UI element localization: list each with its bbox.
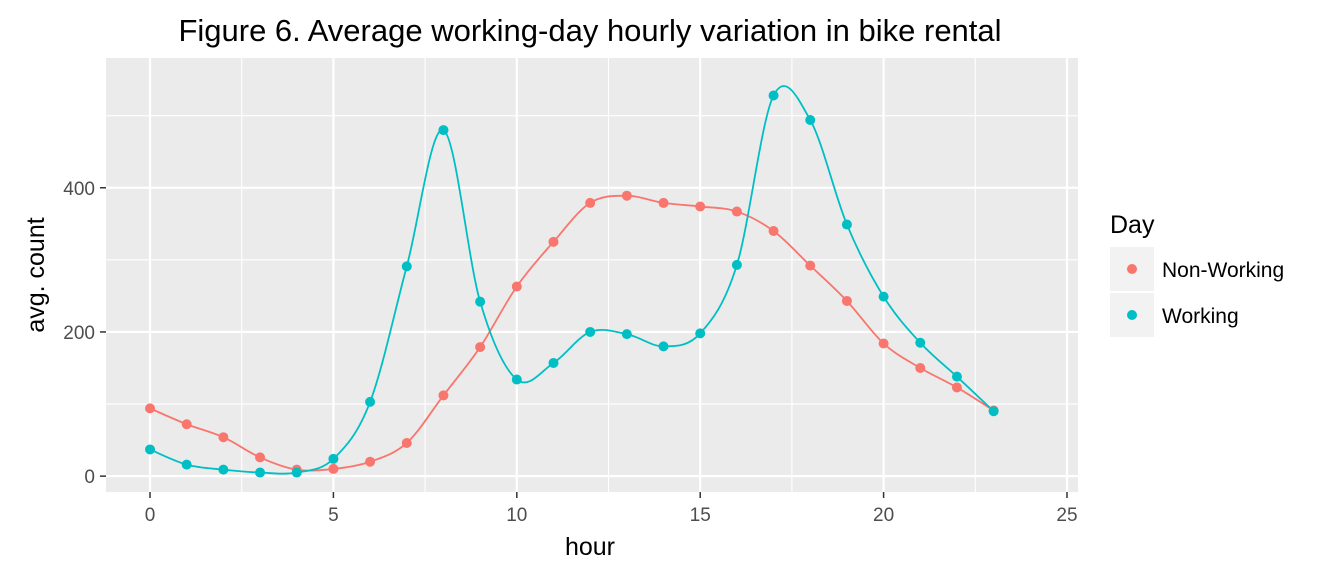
data-point-working — [731, 259, 742, 270]
legend-label-working: Working — [1162, 305, 1239, 328]
data-point-non-working — [621, 190, 632, 201]
data-point-non-working — [365, 456, 376, 467]
data-point-working — [658, 341, 669, 352]
data-point-non-working — [585, 197, 596, 208]
data-point-working — [328, 453, 339, 464]
data-point-working — [585, 326, 596, 337]
data-point-non-working — [768, 226, 779, 237]
x-axis-ticks: 0 5 10 15 20 25 — [145, 492, 1078, 526]
data-point-non-working — [658, 197, 669, 208]
data-point-working — [841, 219, 852, 230]
x-tick-label: 25 — [1056, 505, 1077, 526]
plot-panel — [106, 58, 1078, 492]
data-point-non-working — [695, 201, 706, 212]
data-point-working — [621, 329, 632, 340]
y-tick-label: 0 — [84, 467, 95, 488]
chart-title: Figure 6. Average working-day hourly var… — [178, 13, 1001, 48]
x-tick-label: 20 — [873, 505, 894, 526]
data-point-non-working — [145, 403, 156, 414]
data-point-non-working — [328, 463, 339, 474]
data-point-working — [878, 291, 889, 302]
x-tick-label: 10 — [506, 505, 527, 526]
data-point-non-working — [805, 260, 816, 271]
data-point-working — [401, 261, 412, 272]
data-point-non-working — [878, 338, 889, 349]
data-point-working — [291, 467, 302, 478]
data-point-non-working — [475, 342, 486, 353]
data-point-non-working — [915, 363, 926, 373]
x-tick-label: 0 — [145, 505, 156, 526]
y-tick-label: 200 — [63, 323, 95, 344]
grid-major — [106, 58, 1078, 492]
data-point-non-working — [951, 382, 962, 393]
legend-label-non-working: Non-Working — [1162, 259, 1284, 282]
data-point-working — [218, 464, 229, 475]
data-point-non-working — [255, 452, 266, 463]
x-tick-label: 15 — [690, 505, 711, 526]
data-point-working — [695, 328, 706, 339]
data-point-working — [181, 459, 192, 470]
data-point-non-working — [218, 432, 229, 443]
data-point-working — [145, 444, 156, 455]
data-point-working — [915, 337, 926, 348]
data-point-non-working — [841, 295, 852, 306]
data-point-working — [255, 467, 266, 478]
series-points — [145, 90, 999, 478]
data-point-working — [438, 125, 449, 136]
legend-marker-non-working — [1127, 264, 1137, 274]
data-point-working — [475, 296, 486, 307]
y-axis-ticks: 0 200 400 — [63, 179, 106, 488]
data-point-non-working — [401, 437, 412, 448]
data-point-working — [548, 357, 559, 368]
data-point-non-working — [511, 281, 522, 292]
data-point-working — [988, 406, 999, 417]
data-point-non-working — [438, 390, 449, 401]
series-line-working — [149, 85, 995, 475]
data-point-working — [951, 371, 962, 382]
data-point-working — [365, 396, 376, 407]
legend: Day Non-Working Working — [1110, 211, 1284, 337]
data-point-non-working — [731, 206, 742, 217]
x-axis-title: hour — [565, 533, 615, 561]
grid-minor — [106, 58, 1078, 492]
y-axis-title: avg. count — [22, 217, 50, 332]
y-tick-label: 400 — [63, 179, 95, 200]
data-point-working — [768, 90, 779, 101]
x-tick-label: 5 — [328, 505, 339, 526]
data-point-non-working — [181, 419, 192, 430]
legend-title: Day — [1110, 211, 1155, 239]
data-point-non-working — [548, 236, 559, 247]
legend-marker-working — [1127, 310, 1137, 320]
data-point-working — [805, 115, 816, 125]
data-point-working — [511, 374, 522, 385]
